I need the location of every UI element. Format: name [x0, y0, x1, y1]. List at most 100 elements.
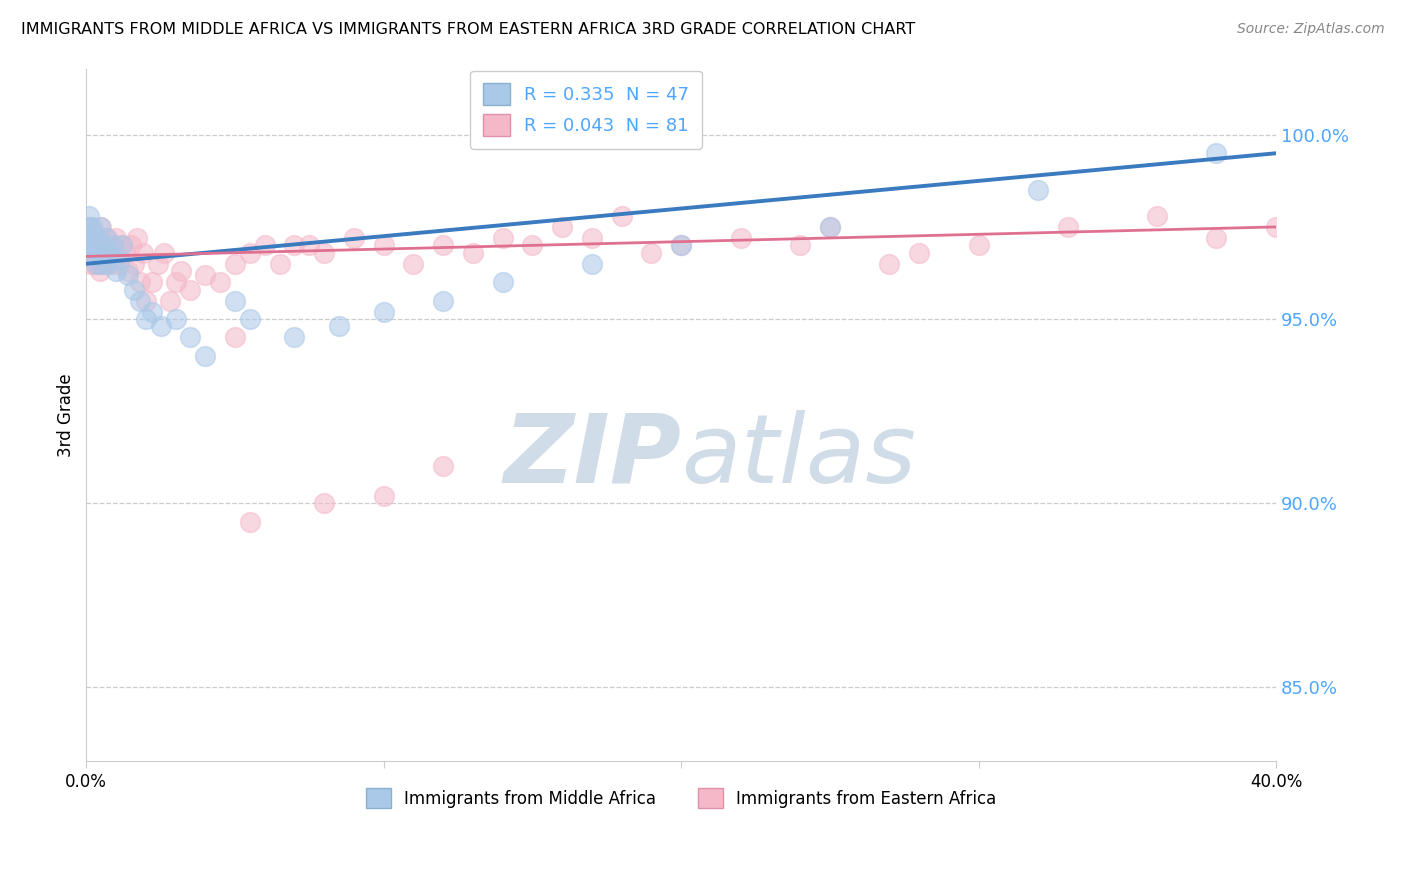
Point: [101, 238, 124, 252]
Point: [90, 219, 112, 234]
Point: [125, 231, 148, 245]
Point: [551, 219, 574, 234]
Point: [179, 330, 201, 344]
Point: [314, 496, 336, 510]
Point: [86, 238, 108, 252]
Point: [432, 459, 454, 474]
Point: [117, 264, 139, 278]
Point: [269, 257, 291, 271]
Point: [91, 238, 114, 252]
Point: [80, 227, 103, 242]
Point: [224, 330, 246, 344]
Point: [89, 219, 111, 234]
Point: [239, 515, 262, 529]
Point: [111, 238, 134, 252]
Point: [141, 304, 163, 318]
Point: [373, 489, 395, 503]
Point: [90, 257, 112, 271]
Point: [194, 349, 217, 363]
Point: [84, 238, 107, 252]
Point: [77, 219, 100, 234]
Point: [93, 245, 115, 260]
Point: [122, 257, 145, 271]
Point: [432, 293, 454, 308]
Point: [105, 231, 128, 245]
Point: [108, 253, 131, 268]
Point: [83, 227, 105, 242]
Point: [170, 264, 193, 278]
Point: [669, 238, 692, 252]
Point: [328, 319, 350, 334]
Point: [818, 219, 841, 234]
Point: [908, 245, 931, 260]
Point: [128, 293, 150, 308]
Point: [239, 245, 262, 260]
Point: [94, 257, 117, 271]
Point: [179, 283, 201, 297]
Point: [135, 293, 157, 308]
Point: [432, 238, 454, 252]
Point: [298, 238, 321, 252]
Point: [1205, 231, 1227, 245]
Point: [87, 245, 110, 260]
Point: [141, 275, 163, 289]
Point: [80, 257, 103, 271]
Point: [93, 238, 115, 252]
Point: [224, 293, 246, 308]
Point: [84, 257, 107, 271]
Point: [80, 245, 103, 260]
Point: [1205, 146, 1227, 161]
Point: [98, 245, 121, 260]
Point: [80, 231, 103, 245]
Point: [108, 257, 131, 271]
Point: [77, 227, 100, 242]
Point: [77, 209, 100, 223]
Text: atlas: atlas: [681, 409, 917, 503]
Point: [94, 231, 117, 245]
Point: [86, 231, 108, 245]
Point: [610, 209, 633, 223]
Point: [146, 257, 169, 271]
Point: [76, 219, 98, 234]
Point: [111, 238, 134, 252]
Point: [239, 312, 262, 326]
Point: [149, 319, 172, 334]
Point: [194, 268, 217, 282]
Point: [224, 257, 246, 271]
Point: [76, 231, 98, 245]
Point: [581, 231, 603, 245]
Text: IMMIGRANTS FROM MIDDLE AFRICA VS IMMIGRANTS FROM EASTERN AFRICA 3RD GRADE CORREL: IMMIGRANTS FROM MIDDLE AFRICA VS IMMIGRA…: [21, 22, 915, 37]
Point: [82, 231, 104, 245]
Point: [91, 257, 114, 271]
Point: [105, 264, 128, 278]
Point: [76, 231, 98, 245]
Point: [135, 312, 157, 326]
Point: [90, 245, 112, 260]
Point: [86, 257, 108, 271]
Point: [373, 238, 395, 252]
Point: [818, 219, 841, 234]
Point: [103, 245, 125, 260]
Y-axis label: 3rd Grade: 3rd Grade: [58, 373, 75, 457]
Point: [101, 238, 124, 252]
Point: [402, 257, 425, 271]
Point: [96, 257, 118, 271]
Point: [159, 293, 181, 308]
Point: [522, 238, 544, 252]
Point: [879, 257, 901, 271]
Point: [640, 245, 662, 260]
Point: [83, 235, 105, 249]
Point: [967, 238, 990, 252]
Point: [100, 257, 122, 271]
Point: [77, 245, 100, 260]
Point: [79, 238, 101, 252]
Point: [82, 245, 104, 260]
Point: [77, 238, 100, 252]
Legend: Immigrants from Middle Africa, Immigrants from Eastern Africa: Immigrants from Middle Africa, Immigrant…: [359, 781, 1002, 815]
Point: [98, 238, 121, 252]
Point: [87, 245, 110, 260]
Point: [492, 231, 515, 245]
Point: [82, 219, 104, 234]
Point: [669, 238, 692, 252]
Point: [1265, 219, 1288, 234]
